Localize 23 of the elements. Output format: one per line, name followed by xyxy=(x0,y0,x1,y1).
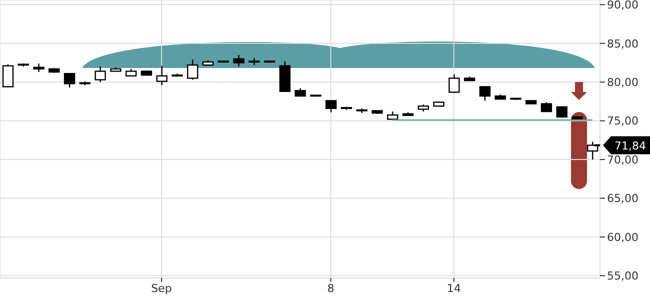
x-tick-label: 14 xyxy=(446,282,461,295)
x-tick-label: Sep xyxy=(151,282,172,295)
y-tick-label: 90,00 xyxy=(607,0,638,12)
candlestick xyxy=(587,141,598,160)
y-tick-label: 60,00 xyxy=(607,230,638,244)
candlestick xyxy=(64,72,76,88)
candlestick xyxy=(540,102,552,112)
candlestick xyxy=(233,54,244,68)
y-tick-label: 65,00 xyxy=(607,192,638,206)
candlestick xyxy=(448,74,460,94)
x-tick-label: 8 xyxy=(327,282,334,295)
candlestick xyxy=(248,57,260,66)
y-tick-label: 75,00 xyxy=(607,114,638,128)
y-tick-label: 55,00 xyxy=(607,270,638,283)
candlestick xyxy=(187,59,198,80)
y-tick-label: 85,00 xyxy=(607,37,638,50)
candlestick xyxy=(156,65,168,86)
candlestick xyxy=(94,66,106,83)
y-tick-label: 70,00 xyxy=(607,153,638,166)
y-tick-label: 80,00 xyxy=(607,76,638,89)
candlestick xyxy=(479,86,491,102)
text: 71,84 xyxy=(614,139,646,152)
candlestick xyxy=(325,100,337,113)
